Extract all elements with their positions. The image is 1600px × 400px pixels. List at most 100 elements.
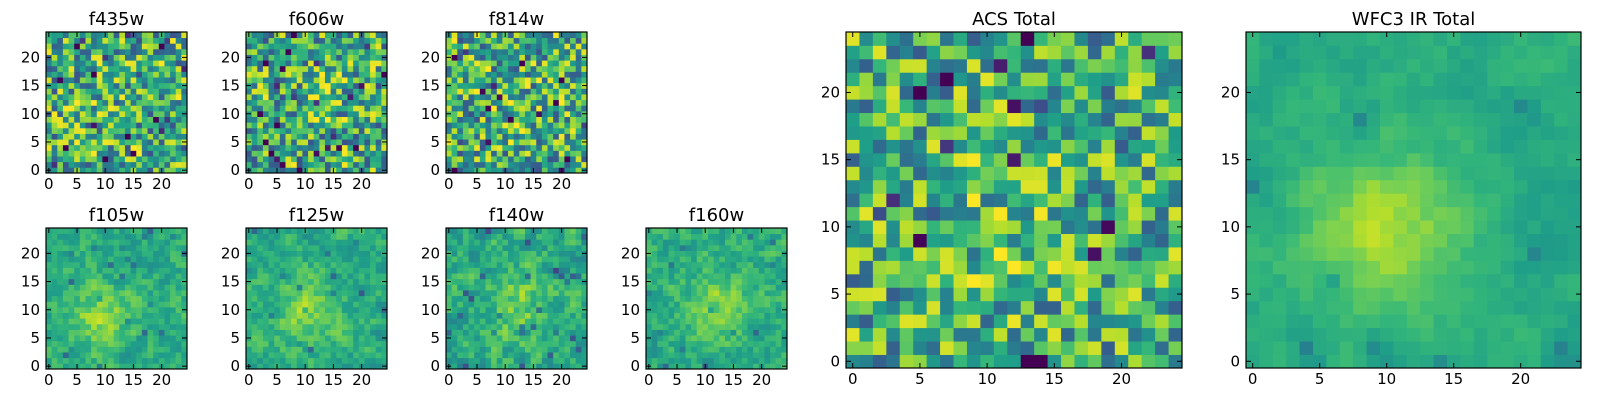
heatmap-cell [302, 323, 309, 330]
heatmap-cell [336, 290, 343, 297]
heatmap-cell [370, 77, 377, 84]
heatmap-cell [170, 82, 177, 89]
heatmap-cell [313, 312, 320, 319]
heatmap-cell [702, 306, 709, 313]
heatmap-cell [491, 239, 498, 246]
heatmap-cell [553, 312, 560, 319]
heatmap-cell [513, 340, 520, 347]
heatmap-cell [347, 290, 354, 297]
heatmap-cell [85, 363, 92, 370]
heatmap-cell [696, 335, 703, 342]
heatmap-cell [46, 48, 53, 55]
heatmap-cell [85, 99, 92, 106]
heatmap-cell [1128, 233, 1143, 248]
heatmap-cell [502, 99, 509, 106]
heatmap-cell [119, 233, 126, 240]
heatmap-cell [113, 127, 120, 134]
heatmap-cell [130, 99, 137, 106]
heatmap-cell [324, 48, 331, 55]
heatmap-cell [564, 77, 571, 84]
heatmap-cell [91, 48, 98, 55]
y-tick-label: 5 [230, 133, 240, 151]
heatmap-cell [524, 244, 531, 251]
heatmap-cell [51, 77, 58, 84]
heatmap-cell [62, 329, 69, 336]
heatmap-cell [485, 329, 492, 336]
heatmap-cell [775, 250, 782, 257]
heatmap-cell [691, 357, 698, 364]
heatmap-cell [51, 273, 58, 280]
heatmap-cell [674, 233, 681, 240]
heatmap-cell [1074, 287, 1089, 302]
heatmap-cell [330, 244, 337, 251]
heatmap-cell [474, 99, 481, 106]
heatmap-cell [570, 278, 577, 285]
heatmap-cell [575, 82, 582, 89]
heatmap-cell [491, 340, 498, 347]
heatmap-cell [341, 335, 348, 342]
heatmap-cell [313, 284, 320, 291]
heatmap-cell [296, 335, 303, 342]
heatmap-cell [246, 161, 253, 168]
heatmap-cell [108, 99, 115, 106]
heatmap-cell [251, 139, 258, 146]
heatmap-cell [691, 250, 698, 257]
heatmap-cell [175, 48, 182, 55]
heatmap-cell [170, 48, 177, 55]
heatmap-cell [446, 150, 453, 157]
heatmap-cell [547, 290, 554, 297]
heatmap-cell [926, 220, 941, 234]
heatmap-cell [657, 301, 664, 308]
heatmap-cell [575, 352, 582, 359]
heatmap-cell [341, 244, 348, 251]
heatmap-cell [1114, 341, 1129, 355]
heatmap-cell [691, 267, 698, 274]
heatmap-cell [353, 133, 360, 140]
heatmap-cell [330, 105, 337, 112]
heatmap-cell [581, 239, 588, 246]
heatmap-cell [268, 65, 275, 72]
heatmap-cell [68, 161, 75, 168]
heatmap-cell [302, 48, 309, 55]
heatmap-cell [668, 239, 675, 246]
heatmap-cell [291, 295, 298, 302]
heatmap-cell [119, 352, 126, 359]
heatmap-cell [730, 340, 737, 347]
heatmap-cell [679, 267, 686, 274]
heatmap-cell [485, 77, 492, 84]
heatmap-cell [96, 144, 103, 151]
heatmap-cell [491, 233, 498, 240]
heatmap-cell [547, 105, 554, 112]
heatmap-cell [553, 110, 560, 117]
heatmap-cell [164, 37, 171, 44]
heatmap-cell [279, 301, 286, 308]
heatmap-cell [736, 295, 743, 302]
heatmap-cell [158, 352, 165, 359]
heatmap-cell [536, 346, 543, 353]
heatmap-cell [330, 43, 337, 50]
heatmap-cell [358, 318, 365, 325]
heatmap-cell [181, 37, 188, 44]
heatmap-cell [1074, 206, 1089, 221]
heatmap-cell [474, 284, 481, 291]
heatmap-cell [175, 150, 182, 157]
heatmap-cell [341, 105, 348, 112]
heatmap-cell [62, 60, 69, 67]
heatmap-cell [136, 88, 143, 95]
heatmap-cell [462, 32, 469, 39]
heatmap-cell [446, 290, 453, 297]
heatmap-cell [364, 357, 371, 364]
heatmap-cell [285, 48, 292, 55]
heatmap-cell [966, 206, 981, 221]
heatmap-cell [462, 133, 469, 140]
heatmap-cell [468, 37, 475, 44]
heatmap-cell [102, 301, 109, 308]
heatmap-cell [558, 88, 565, 95]
heatmap-cell [696, 284, 703, 291]
heatmap-cell [119, 312, 126, 319]
heatmap-cell [913, 300, 928, 315]
heatmap-cell [1128, 287, 1143, 302]
heatmap-cell [262, 340, 269, 347]
heatmap-cell [674, 323, 681, 330]
heatmap-cell [330, 110, 337, 117]
